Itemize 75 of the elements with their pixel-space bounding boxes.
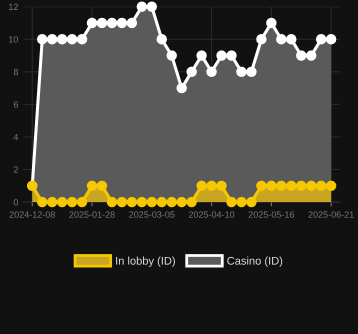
y-tick-label: 8 — [14, 68, 18, 76]
point — [106, 18, 118, 28]
point — [206, 66, 217, 78]
point — [256, 34, 267, 44]
point — [76, 196, 88, 208]
legend-label: In lobby (ID) — [116, 256, 175, 267]
point — [166, 50, 177, 61]
point — [296, 180, 306, 191]
point — [56, 34, 68, 44]
x-tick-label: 2025-04-10 — [188, 211, 234, 218]
point — [226, 196, 237, 208]
x-tick-label: 2025-06-21 — [308, 211, 354, 218]
point — [176, 196, 187, 208]
point — [146, 1, 158, 12]
point — [66, 34, 78, 44]
point — [136, 196, 148, 208]
y-tick-label: 0 — [14, 199, 18, 206]
point — [116, 196, 128, 208]
point — [166, 196, 177, 208]
x-tick-label: 2025-05-16 — [248, 211, 294, 218]
point — [246, 196, 257, 208]
point — [256, 180, 267, 191]
point — [236, 196, 247, 208]
point — [96, 180, 108, 191]
y-tick-label: 6 — [14, 101, 18, 108]
point — [156, 34, 167, 44]
point — [186, 196, 197, 208]
point — [236, 66, 247, 78]
y-tick-label: 2 — [14, 166, 18, 173]
point — [46, 34, 58, 44]
point — [36, 34, 48, 44]
y-tick-label: 4 — [14, 134, 18, 140]
point — [146, 196, 158, 208]
point — [46, 196, 58, 208]
point — [36, 196, 48, 208]
point — [156, 196, 167, 208]
point — [286, 180, 296, 191]
x-tick-label: 2024-12-08 — [10, 211, 55, 218]
point — [186, 66, 197, 78]
x-tick-label: 2025-01-28 — [69, 211, 115, 218]
point — [226, 50, 237, 61]
point — [266, 18, 277, 28]
point — [86, 18, 98, 28]
point — [326, 180, 336, 191]
point — [316, 180, 326, 191]
point — [66, 196, 78, 208]
point — [196, 50, 207, 61]
point — [176, 82, 187, 94]
point — [296, 50, 306, 61]
point — [106, 196, 118, 208]
legend-label: Casino (ID) — [227, 256, 282, 267]
point — [276, 34, 287, 44]
point — [56, 196, 68, 208]
point — [246, 66, 257, 78]
x-tick-label: 2025-03-05 — [129, 211, 175, 218]
point — [306, 50, 316, 61]
point — [196, 180, 207, 191]
point — [116, 18, 128, 28]
point — [126, 196, 138, 208]
point — [266, 180, 277, 191]
point — [136, 1, 148, 12]
point — [86, 180, 98, 191]
point — [216, 50, 227, 61]
point — [286, 34, 296, 44]
point — [206, 180, 217, 191]
y-tick-label: 10 — [9, 36, 18, 43]
point — [76, 34, 88, 44]
y-tick-label: 12 — [9, 4, 18, 10]
point — [276, 180, 287, 191]
point — [96, 18, 108, 28]
point — [216, 180, 227, 191]
point — [306, 180, 316, 191]
point — [316, 34, 326, 44]
point — [326, 34, 336, 44]
point — [126, 18, 138, 28]
